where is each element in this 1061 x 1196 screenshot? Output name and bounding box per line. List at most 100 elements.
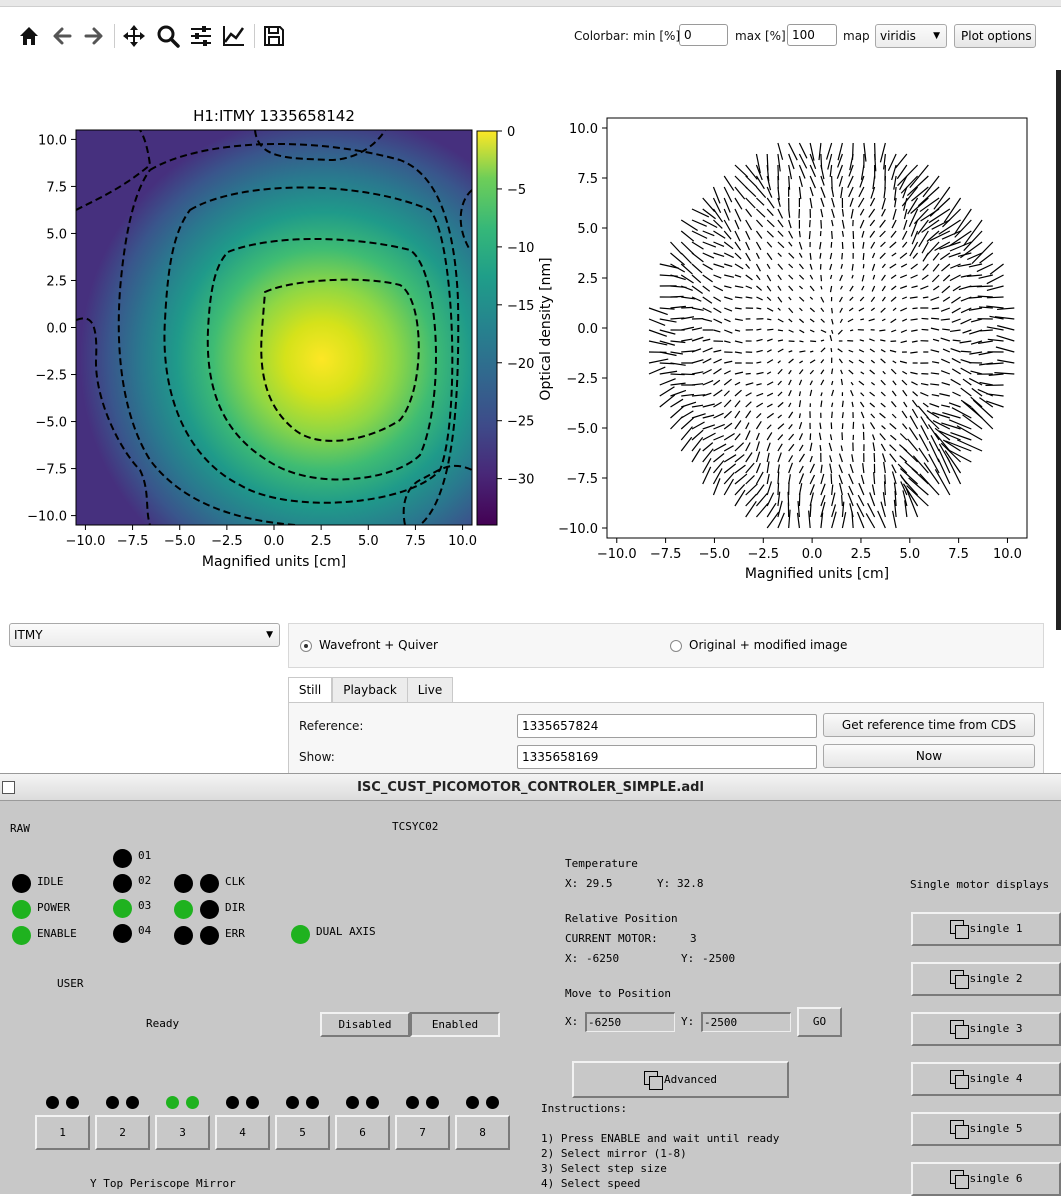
- x-tick-label: 10.0: [993, 547, 1022, 562]
- radio-original-modified[interactable]: [670, 640, 682, 652]
- related-display-icon: [644, 1071, 658, 1085]
- advanced-button[interactable]: Advanced: [572, 1061, 789, 1098]
- x-tick-label: 2.5: [311, 534, 332, 549]
- quiver-arrow: [831, 348, 832, 352]
- pair-led-label: DIR: [225, 901, 245, 914]
- medm-picomotor-window: ISC_CUST_PICOMOTOR_CONTROLER_SIMPLE.adl …: [0, 773, 1061, 1194]
- quiver-arrow: [842, 253, 843, 259]
- mirror-button-6[interactable]: 6: [335, 1115, 390, 1150]
- show-input[interactable]: 1335658169: [517, 745, 817, 769]
- x-tick-label: −5.0: [699, 547, 731, 562]
- now-button[interactable]: Now: [823, 744, 1035, 768]
- radio-wavefront-quiver[interactable]: [300, 640, 312, 652]
- single-motor-button-1[interactable]: single 1: [911, 912, 1061, 946]
- medm-title: ISC_CUST_PICOMOTOR_CONTROLER_SIMPLE.adl: [0, 780, 1061, 795]
- rel-x-value: -6250: [586, 952, 619, 965]
- pair-led-a: [174, 926, 193, 945]
- quiver-arrow: [821, 154, 822, 169]
- get-reference-button[interactable]: Get reference time from CDS: [823, 713, 1035, 737]
- display-mode-group: Wavefront + Quiver Original + modified i…: [288, 623, 1044, 668]
- quiver-xlabel: Magnified units [cm]: [745, 566, 889, 582]
- instruction-line: 2) Select mirror (1-8): [541, 1147, 687, 1160]
- quiver-arrow: [961, 351, 971, 352]
- channel-led: [113, 874, 132, 893]
- quiver-arrow: [767, 319, 771, 320]
- single-motor-label: single 2: [970, 972, 1023, 985]
- ready-status: Ready: [146, 1017, 179, 1030]
- move-x-label: X:: [565, 1015, 578, 1028]
- raw-label: RAW: [10, 822, 30, 835]
- instructions-label: Instructions:: [541, 1102, 627, 1115]
- mirror-button-3[interactable]: 3: [155, 1115, 210, 1150]
- pair-led-b: [200, 874, 219, 893]
- reference-label: Reference:: [299, 719, 363, 733]
- optic-select[interactable]: ITMY ▼: [9, 623, 280, 647]
- quiver-arrow: [922, 329, 929, 330]
- tab-still[interactable]: Still: [288, 677, 332, 703]
- quiver-arrow: [778, 165, 779, 180]
- colorbar-tick-label: −15: [507, 299, 534, 314]
- y-tick-label: −2.5: [566, 372, 598, 387]
- mirror-button-4[interactable]: 4: [215, 1115, 270, 1150]
- mirror-button-7[interactable]: 7: [395, 1115, 450, 1150]
- colorbar-tick-label: −5: [507, 183, 526, 198]
- quiver-plot: [607, 118, 1027, 538]
- mirror-led-b: [306, 1096, 319, 1109]
- mirror-led-a: [346, 1096, 359, 1109]
- mirror-button-1[interactable]: 1: [35, 1115, 90, 1150]
- wavefront-heatmap: [76, 130, 472, 525]
- disabled-button[interactable]: Disabled: [320, 1012, 410, 1037]
- single-motor-label: single 4: [970, 1072, 1023, 1085]
- mirror-button-8[interactable]: 8: [455, 1115, 510, 1150]
- y-tick-label: −2.5: [35, 369, 67, 384]
- instruction-line: 4) Select speed: [541, 1177, 640, 1190]
- single-motor-button-6[interactable]: single 6: [911, 1162, 1061, 1196]
- single-motor-label: single 6: [970, 1172, 1023, 1185]
- pair-led-b: [200, 926, 219, 945]
- single-motor-button-2[interactable]: single 2: [911, 962, 1061, 996]
- show-label: Show:: [299, 750, 335, 764]
- related-display-icon: [950, 1020, 964, 1034]
- mirror-button-2[interactable]: 2: [95, 1115, 150, 1150]
- move-y-input[interactable]: -2500: [701, 1012, 791, 1032]
- reference-input[interactable]: 1335657824: [517, 714, 817, 738]
- y-tick-label: 5.0: [46, 227, 67, 242]
- go-button[interactable]: GO: [797, 1007, 842, 1037]
- single-motor-button-3[interactable]: single 3: [911, 1012, 1061, 1046]
- quiver-arrow: [931, 318, 939, 319]
- y-tick-label: −7.5: [35, 463, 67, 478]
- quiver-arrow: [778, 472, 779, 484]
- channel-led-label: 03: [138, 899, 151, 912]
- single-motor-button-4[interactable]: single 4: [911, 1062, 1061, 1096]
- y-tick-label: 7.5: [46, 180, 67, 195]
- quiver-arrow: [778, 330, 783, 331]
- channel-led: [113, 849, 132, 868]
- current-motor-label: CURRENT MOTOR:: [565, 932, 658, 945]
- tab-playback[interactable]: Playback: [332, 677, 408, 703]
- quiver-arrow: [767, 329, 773, 330]
- related-display-icon: [950, 920, 964, 934]
- x-tick-label: −7.5: [650, 547, 682, 562]
- status-led-label: POWER: [37, 901, 70, 914]
- mirror-button-5[interactable]: 5: [275, 1115, 330, 1150]
- y-tick-label: 10.0: [569, 122, 598, 137]
- y-tick-label: 0.0: [46, 322, 67, 337]
- x-tick-label: 0.0: [264, 534, 285, 549]
- channel-led: [113, 924, 132, 943]
- dual-axis-led: [291, 925, 310, 944]
- enabled-button[interactable]: Enabled: [410, 1012, 500, 1037]
- status-led: [12, 900, 31, 919]
- plot-canvas[interactable]: H1:ITMY 1335658142 Magnified units [cm] …: [0, 0, 1061, 600]
- single-motor-button-5[interactable]: single 5: [911, 1112, 1061, 1146]
- related-display-icon: [950, 1120, 964, 1134]
- move-x-input[interactable]: -6250: [585, 1012, 675, 1032]
- related-display-icon: [950, 970, 964, 984]
- radio-wavefront-quiver-label: Wavefront + Quiver: [319, 638, 438, 652]
- quiver-arrow: [932, 308, 939, 309]
- mirror-led-a: [166, 1096, 179, 1109]
- quiver-arrow: [842, 401, 843, 407]
- x-tick-label: −7.5: [117, 534, 149, 549]
- tab-live[interactable]: Live: [407, 677, 453, 703]
- quiver-arrow: [978, 296, 993, 297]
- x-tick-label: 5.0: [899, 547, 920, 562]
